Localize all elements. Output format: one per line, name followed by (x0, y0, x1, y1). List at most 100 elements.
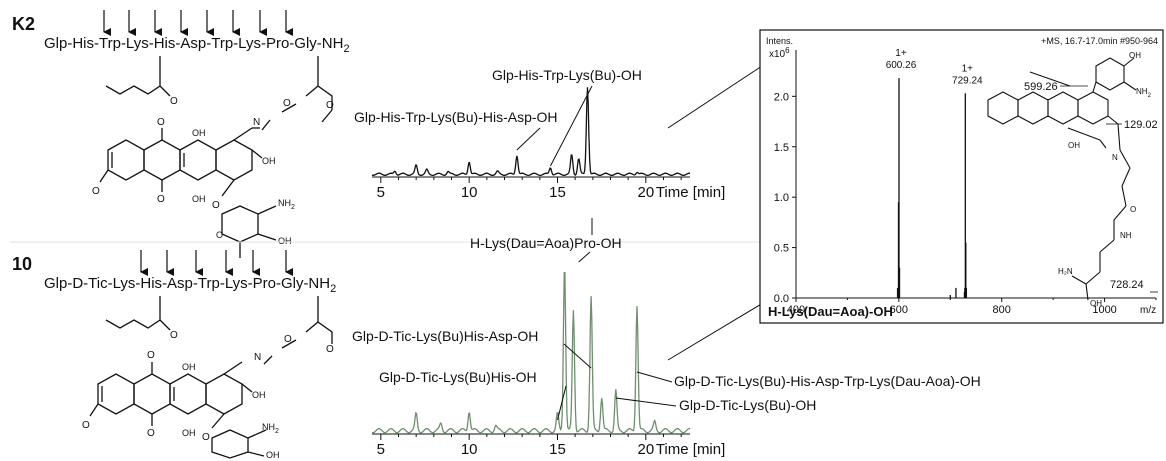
chromatogram-trace (371, 87, 691, 177)
x-axis-label: Time [min] (656, 441, 725, 458)
ms-y-axis-label: Intens. (766, 36, 793, 46)
ms-frag-nh: NH (1120, 231, 1132, 240)
ms-fragment-label: 728.24 (1110, 279, 1144, 291)
ms-frag-oh2: OH (1068, 141, 1080, 150)
ms-frag-n: N (1112, 153, 1118, 162)
k2-sugar-ring-o: O (216, 230, 223, 240)
ms-y-tick-label: 0.5 (774, 243, 789, 255)
k2-cleavage-arrows (103, 10, 293, 36)
k2-daunosamine-sugar (221, 205, 277, 258)
peak-annotation: Glp-D-Tic-Lys(Bu)His-OH (379, 369, 537, 385)
ms-x-tick-label: 800 (993, 304, 1011, 316)
ms-y-tick-label: 1.5 (774, 142, 789, 154)
k2-panel: K2 Glp-His-Trp-Lys-His-Asp-Trp-Lys-Pro-G… (12, 10, 350, 258)
ms-frag-oh3: OH (1090, 299, 1102, 308)
ms-x-axis-label: m/z (1140, 305, 1156, 316)
peak-annotation: Glp-His-Trp-Lys(Bu)-OH (492, 67, 642, 83)
c10-sugar-nh2: NH2 (262, 422, 279, 435)
k2-sugar-oh: OH (278, 236, 292, 246)
annotation-leader (516, 127, 541, 151)
peak-annotation: Glp-His-Trp-Lys(Bu)-His-Asp-OH (354, 109, 558, 125)
c10-oxime-o: O (284, 334, 292, 345)
k2-quinone-o-top: O (157, 117, 165, 128)
k2-methoxy-o: O (92, 186, 100, 197)
k2-oh-ring: OH (262, 156, 276, 166)
c10-carbonyl-o: O (170, 330, 178, 341)
c10-glycoside-o: O (202, 432, 210, 443)
c10-daunorubicin-core (89, 361, 253, 429)
ms-frag-h2n: H₂N (1058, 267, 1073, 276)
k2-oh-top: OH (192, 128, 206, 138)
peak-annotation: H-Lys(Dau=Aoa)Pro-OH (470, 235, 622, 251)
ms-fragment-structure (987, 57, 1137, 301)
ms-peak-charge: 1+ (962, 63, 974, 74)
x-tick-label: 10 (461, 441, 478, 458)
c10-label: 10 (12, 254, 32, 274)
c10-quinone-o-bottom: O (147, 428, 155, 439)
ms-y-multiplier: x106 (769, 46, 790, 60)
c10-aoa-o: O (326, 344, 334, 355)
c10-quinone-o-top: O (147, 350, 155, 361)
k2-oxime-n: N (253, 117, 260, 128)
ms-y-tick-label: 2.0 (774, 91, 789, 103)
c10-chromatogram: 5 10 15 20 Time [min] H-Lys(Dau=Aoa)Pro-OH Glp… (352, 235, 981, 458)
mass-spectrum-inset: 0.0 0.5 1.0 1.5 2.0 400 600 800 1000 m/z Intens.x1… (759, 29, 1164, 324)
k2-sugar-nh2: NH2 (278, 198, 295, 211)
ms-y-tick-label: 1.0 (774, 192, 789, 204)
k2-quinone-o-bottom: O (157, 194, 165, 205)
x-tick-label: 15 (549, 184, 566, 201)
x-tick-label: 20 (637, 184, 654, 201)
k2-sequence: Glp-His-Trp-Lys-His-Asp-Trp-Lys-Pro-Gly-… (44, 35, 350, 55)
k2-chromatogram: 5 10 15 20 Time [min] Glp-His-Trp-Lys(Bu)-OH G… (354, 67, 725, 201)
annotation-leader (563, 343, 592, 369)
k2-butyryl-group (105, 56, 171, 97)
ms-title: H-Lys(Dau=Aoa)-OH (768, 304, 893, 319)
k2-aoa-linker (261, 56, 333, 131)
ms-peak-charge: 1+ (895, 48, 907, 59)
ms-x-tick-label: 400 (787, 304, 805, 316)
c10-sugar-oh: OH (266, 450, 280, 460)
peak-annotation: Glp-D-Tic-Lys(Bu)His-Asp-OH (352, 328, 538, 344)
annotation-leader (578, 251, 591, 263)
x-tick-label: 5 (377, 184, 385, 201)
k2-label: K2 (12, 14, 35, 34)
annotation-leader (615, 397, 677, 407)
annotation-leader (557, 385, 567, 421)
c10-oxime-n: N (254, 352, 261, 363)
k2-daunorubicin-core (99, 127, 263, 197)
x-tick-label: 10 (461, 184, 478, 201)
k2-oh-bottom: OH (192, 194, 206, 204)
annotation-leader (636, 371, 673, 383)
c10-daunosamine-sugar (211, 429, 267, 459)
peak-annotation: Glp-D-Tic-Lys(Bu)-OH (679, 397, 816, 413)
ms-peak-value: 600.26 (886, 60, 917, 71)
c10-aoa-linker (263, 296, 333, 365)
k2-glycoside-o: O (212, 200, 220, 211)
k2-oxime-o: O (283, 98, 291, 109)
ms-peak-value: 729.24 (952, 75, 983, 86)
x-axis-label: Time [min] (656, 184, 725, 201)
ms-y-tick-label: 0.0 (774, 293, 789, 305)
ms-frag-o: O (1130, 205, 1136, 214)
c10-sequence: Glp-D-Tic-Lys-His-Asp-Trp-Lys-Pro-Gly-NH… (44, 275, 336, 295)
chromatogram-trace (371, 271, 691, 434)
ms-frag-nh2: NH2 (1136, 87, 1152, 99)
x-tick-label: 5 (377, 441, 385, 458)
ms-plot: 0.0 0.5 1.0 1.5 2.0 400 600 800 1000 m/z Intens.x1… (766, 36, 1158, 319)
x-tick-label: 15 (549, 441, 566, 458)
c10-methoxy-o: O (82, 420, 90, 431)
x-tick-label: 20 (637, 441, 654, 458)
c10-oh-ring: OH (252, 390, 266, 400)
ms-fragment-label: 599.26 (1024, 81, 1058, 93)
c10-oh-top: OH (182, 362, 196, 372)
k2-carbonyl-o: O (170, 96, 178, 107)
c10-cleavage-arrows (140, 250, 293, 276)
ms-fragment-label: 129.02 (1124, 119, 1158, 131)
ms-x-tick-label: 1000 (1092, 304, 1116, 316)
ms-x-tick-label: 600 (890, 304, 908, 316)
c10-butyryl-group (105, 296, 171, 331)
k2-aoa-o: O (326, 100, 334, 111)
zoom-connectors (591, 61, 769, 361)
peak-annotation: Glp-D-Tic-Lys(Bu)-His-Asp-Trp-Lys(Dau-Ao… (674, 373, 981, 389)
